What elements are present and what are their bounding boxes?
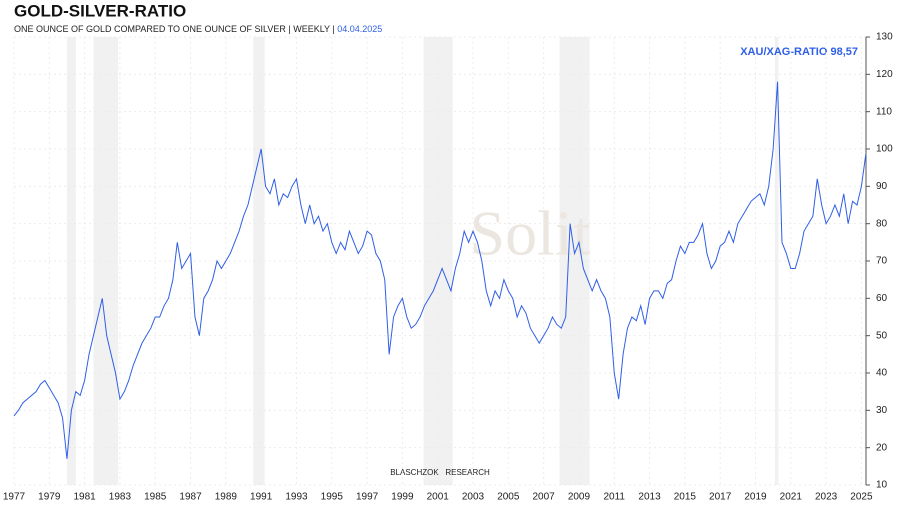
chart-subtitle: ONE OUNCE OF GOLD COMPARED TO ONE OUNCE … (14, 24, 382, 34)
x-tick-label: 2005 (497, 492, 520, 503)
y-tick-label: 60 (876, 293, 888, 304)
subtitle-text: ONE OUNCE OF GOLD COMPARED TO ONE OUNCE … (14, 24, 337, 34)
y-tick-label: 80 (876, 218, 888, 229)
x-tick-label: 1977 (3, 492, 26, 503)
y-tick-label: 10 (876, 480, 888, 491)
x-tick-label: 2025 (850, 492, 873, 503)
x-tick-label: 2001 (427, 492, 450, 503)
x-tick-label: 1979 (38, 492, 61, 503)
x-tick-label: 2013 (638, 492, 661, 503)
x-tick-label: 1985 (144, 492, 167, 503)
x-tick-label: 1989 (215, 492, 238, 503)
shaded-period (774, 37, 779, 485)
shaded-period (423, 37, 453, 485)
x-tick-label: 1995 (321, 492, 344, 503)
x-tick-label: 1991 (250, 492, 273, 503)
x-tick-label: 1993 (285, 492, 308, 503)
x-tick-label: 2015 (674, 492, 697, 503)
y-tick-label: 70 (876, 256, 888, 267)
y-tick-label: 110 (876, 106, 892, 117)
x-tick-label: 1987 (179, 492, 202, 503)
annotation: XAU/XAG-RATIO 98,57 (740, 46, 858, 58)
x-tick-label: 2023 (815, 492, 838, 503)
y-tick-label: 90 (876, 181, 888, 192)
x-tick-label: 2009 (568, 492, 591, 503)
x-tick-label: 2011 (603, 492, 625, 503)
y-tick-label: 130 (876, 32, 893, 43)
y-tick-label: 100 (876, 144, 893, 155)
footer: BLASCHZOK RESEARCH (390, 468, 490, 477)
x-tick-label: 2003 (462, 492, 485, 503)
x-tick-label: 2007 (533, 492, 556, 503)
subtitle-date: 04.04.2025 (337, 24, 382, 34)
watermark: Solit (470, 198, 591, 269)
x-tick-label: 2019 (744, 492, 767, 503)
ratio-line (13, 81, 867, 459)
x-tick-label: 2017 (709, 492, 732, 503)
y-tick-label: 50 (876, 330, 888, 341)
x-tick-label: 1983 (109, 492, 132, 503)
x-tick-label: 1981 (73, 492, 96, 503)
shaded-period (253, 37, 265, 485)
x-tick-label: 1999 (391, 492, 414, 503)
y-tick-label: 20 (876, 442, 888, 453)
chart-title: GOLD-SILVER-RATIO (14, 1, 186, 20)
shaded-period (66, 37, 76, 485)
y-tick-label: 40 (876, 368, 888, 379)
x-tick-label: 1997 (356, 492, 379, 503)
x-tick-label: 2021 (780, 492, 803, 503)
y-tick-label: 30 (876, 405, 888, 416)
y-tick-label: 120 (876, 69, 893, 80)
